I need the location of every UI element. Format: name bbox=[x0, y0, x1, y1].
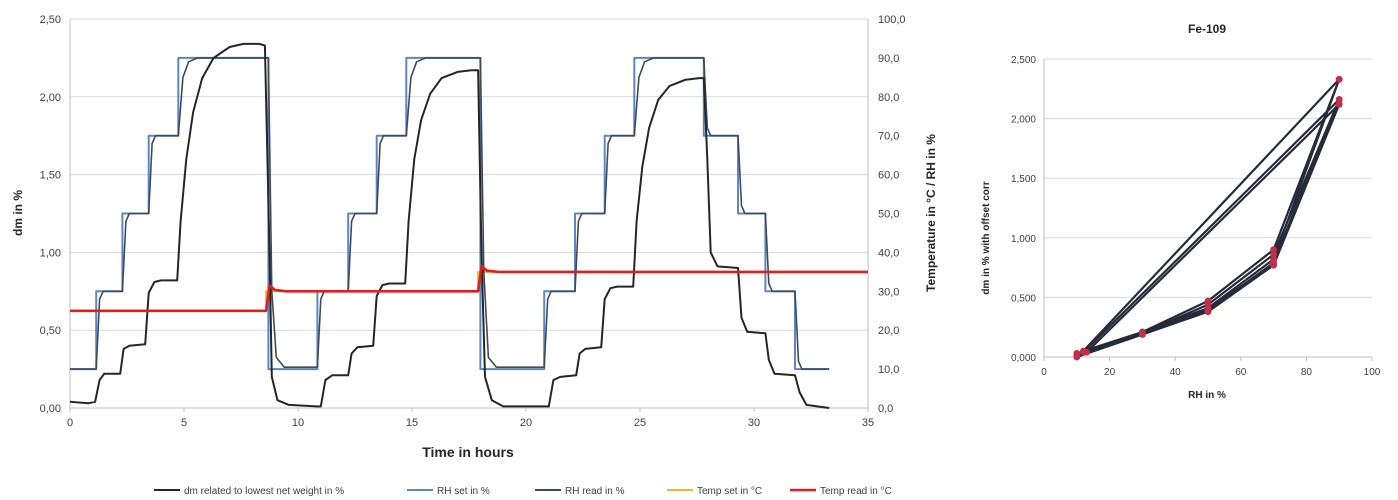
timeline-x-tick-label: 20 bbox=[520, 417, 532, 429]
hysteresis-y-tick-label: 2,500 bbox=[1011, 55, 1036, 66]
hysteresis-loops bbox=[1076, 78, 1341, 359]
timeline-y2-tick-label: 60,0 bbox=[878, 170, 899, 182]
timeline-y2-tick-label: 30,0 bbox=[878, 286, 899, 298]
timeline-y-tick-label: 1,50 bbox=[40, 170, 61, 182]
legend-label: Temp read in °C bbox=[820, 486, 892, 497]
timeline-y2-tick-label: 40,0 bbox=[878, 247, 899, 259]
hysteresis-markers bbox=[1073, 75, 1343, 361]
hysteresis-x-tick-label: 80 bbox=[1301, 367, 1313, 378]
timeline-y-tick-label: 0,50 bbox=[40, 325, 61, 337]
hysteresis-data-point bbox=[1270, 251, 1277, 258]
timeline-x-tick-label: 30 bbox=[748, 417, 760, 429]
timeline-series-line bbox=[70, 264, 868, 313]
timeline-x-tick-label: 0 bbox=[67, 417, 73, 429]
timeline-legend: dm related to lowest net weight in % RH s… bbox=[154, 486, 892, 497]
hysteresis-y-tick-label: 1,500 bbox=[1011, 174, 1036, 185]
hysteresis-x-tick-label: 20 bbox=[1104, 367, 1116, 378]
timeline-x-tick-label: 35 bbox=[862, 417, 874, 429]
timeline-x-tick-label: 10 bbox=[292, 417, 304, 429]
timeline-y-tick-label: 2,50 bbox=[40, 14, 61, 26]
timeline-y-axis-title: dm in % bbox=[11, 190, 25, 236]
hysteresis-y-axis-title: dm in % with offset corr bbox=[981, 181, 992, 294]
hysteresis-x-tick-label: 40 bbox=[1170, 367, 1182, 378]
timeline-y2-tick-label: 90,0 bbox=[878, 53, 899, 65]
timeline-y2-tick-label: 0,0 bbox=[878, 403, 893, 415]
hysteresis-y-tick-label: 0,000 bbox=[1011, 353, 1036, 364]
hysteresis-x-tick-label: 0 bbox=[1041, 367, 1047, 378]
hysteresis-tick-labels: 0,000 0,500 1,000 1,500 2,000 2,500 0 20 40 60 80 1… bbox=[1011, 55, 1381, 378]
timeline-tick-labels: 0,00 0,50 1,00 1,50 2,00 2,50 0,0 10,0 20,0 30,0 4… bbox=[40, 14, 906, 429]
hysteresis-y-tick-label: 0,500 bbox=[1011, 293, 1036, 304]
hysteresis-chart: Fe-109 0,000 0,500 1,000 1,500 2,000 2,500 0 20… bbox=[981, 22, 1381, 401]
timeline-series-line bbox=[69, 42, 830, 409]
hysteresis-data-point bbox=[1270, 246, 1277, 254]
timeline-axes bbox=[69, 19, 869, 412]
timeline-y2-axis-title: Temperature in °C / RH in % bbox=[924, 134, 938, 292]
hysteresis-data-point bbox=[1335, 96, 1343, 103]
timeline-x-tick-label: 25 bbox=[634, 417, 646, 429]
timeline-y-tick-label: 1,00 bbox=[40, 247, 61, 259]
hysteresis-data-point bbox=[1335, 75, 1343, 83]
hysteresis-data-point bbox=[1073, 353, 1081, 361]
timeline-y2-tick-label: 10,0 bbox=[878, 364, 899, 376]
hysteresis-loop-line bbox=[1076, 103, 1341, 359]
hysteresis-x-tick-label: 100 bbox=[1364, 367, 1381, 378]
timeline-y-tick-label: 0,00 bbox=[40, 403, 61, 415]
hysteresis-data-point bbox=[1139, 329, 1146, 337]
timeline-x-axis-title: Time in hours bbox=[422, 444, 514, 460]
hysteresis-data-point bbox=[1204, 301, 1212, 308]
timeline-y2-tick-label: 20,0 bbox=[878, 325, 899, 337]
hysteresis-y-tick-label: 2,000 bbox=[1011, 115, 1036, 126]
timeline-series bbox=[69, 42, 868, 409]
timeline-x-tick-label: 15 bbox=[406, 417, 418, 429]
legend-label: RH set in % bbox=[437, 486, 490, 497]
hysteresis-data-point bbox=[1335, 100, 1343, 108]
hysteresis-data-point bbox=[1204, 305, 1212, 313]
timeline-y2-tick-label: 70,0 bbox=[878, 131, 899, 143]
hysteresis-data-point bbox=[1270, 260, 1277, 268]
hysteresis-y-tick-label: 1,000 bbox=[1011, 234, 1036, 245]
legend-label: dm related to lowest net weight in % bbox=[184, 486, 344, 497]
timeline-chart: 0,00 0,50 1,00 1,50 2,00 2,50 0,0 10,0 20,0 30,0 4… bbox=[11, 14, 938, 497]
timeline-y-tick-label: 2,00 bbox=[40, 92, 61, 104]
hysteresis-data-point bbox=[1083, 348, 1090, 356]
timeline-series-line bbox=[70, 56, 830, 371]
hysteresis-x-axis-title: RH in % bbox=[1188, 390, 1226, 401]
timeline-series-line bbox=[70, 57, 830, 370]
timeline-y2-tick-label: 50,0 bbox=[878, 209, 899, 221]
hysteresis-axes bbox=[1043, 59, 1373, 361]
timeline-y2-tick-label: 100,0 bbox=[878, 14, 906, 26]
hysteresis-chart-title: Fe-109 bbox=[1188, 22, 1226, 36]
legend-label: RH read in % bbox=[565, 486, 625, 497]
timeline-x-tick-label: 5 bbox=[181, 417, 187, 429]
legend-label: Temp set in °C bbox=[697, 486, 762, 497]
timeline-y2-tick-label: 80,0 bbox=[878, 92, 899, 104]
hysteresis-x-tick-label: 60 bbox=[1235, 367, 1247, 378]
